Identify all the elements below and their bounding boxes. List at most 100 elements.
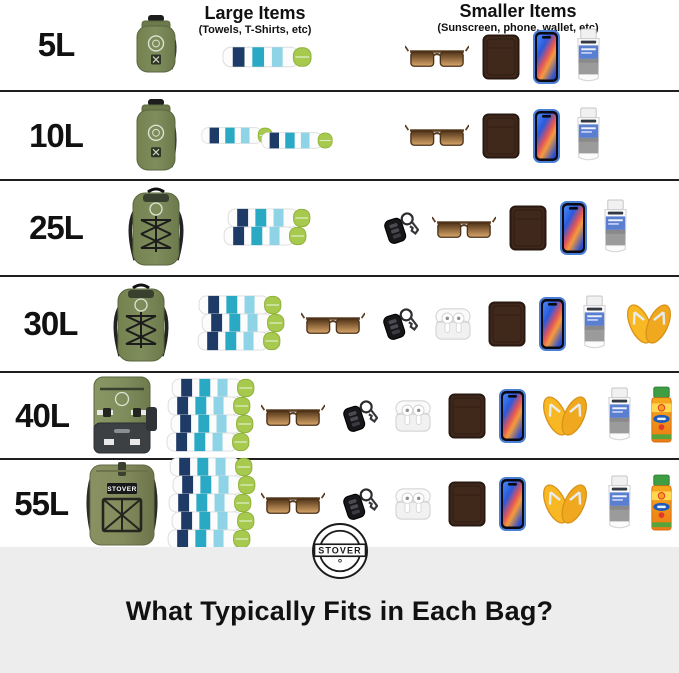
bag-size-label: 30L bbox=[23, 305, 79, 342]
phone-icon bbox=[499, 388, 526, 443]
bag-row-40l: 40L bbox=[0, 373, 679, 460]
sunglasses-icon bbox=[261, 402, 325, 430]
stover-badge-logo: STOVER bbox=[310, 521, 370, 586]
car-key-icon bbox=[378, 305, 419, 343]
towel-icon bbox=[197, 313, 289, 333]
phone-icon bbox=[539, 297, 567, 351]
small-items-cell bbox=[334, 28, 679, 86]
smaller-items-title: Smaller Items bbox=[459, 1, 577, 21]
wallet-icon bbox=[482, 34, 520, 80]
small-items-cell bbox=[334, 106, 679, 165]
car-key-icon bbox=[338, 485, 378, 523]
phone-icon bbox=[533, 30, 560, 84]
bag-row-10l: 10L bbox=[0, 92, 679, 181]
towel-icon bbox=[167, 510, 259, 531]
bag-size-label: 25L bbox=[29, 209, 84, 246]
rows: 5L bbox=[0, 0, 679, 549]
sunscreen-tube-icon bbox=[604, 386, 635, 445]
wallet-icon bbox=[488, 301, 526, 347]
large-items-cell bbox=[200, 208, 334, 246]
small-items-cell bbox=[261, 474, 679, 534]
bag-size-label: 55L bbox=[14, 484, 69, 522]
svg-text:STOVER: STOVER bbox=[318, 546, 362, 556]
bag-row-55l: 55L STOVER bbox=[0, 456, 679, 549]
sunglasses-icon bbox=[261, 490, 325, 518]
flip-flops-icon bbox=[539, 392, 591, 440]
small-items-cell bbox=[301, 295, 679, 353]
smaller-items-subtitle: (Sunscreen, phone, wallet, etc) bbox=[437, 21, 599, 34]
bag-row-5l: 5L bbox=[0, 0, 679, 92]
wallet-icon bbox=[448, 481, 486, 527]
page-title: What Typically Fits in Each Bag? bbox=[125, 596, 554, 626]
large-items-subtitle: (Towels, T-Shirts, etc) bbox=[198, 23, 312, 36]
bag-row-30l: 30L bbox=[0, 277, 679, 373]
towel-stack bbox=[219, 208, 315, 246]
towel-icon bbox=[194, 295, 286, 315]
sunscreen-tube-icon bbox=[600, 199, 631, 257]
sunscreen-spray-icon bbox=[648, 386, 675, 446]
sunglasses-icon bbox=[301, 310, 366, 338]
flip-flops-icon bbox=[539, 480, 591, 528]
airpods-icon bbox=[391, 398, 435, 434]
drybag-tall-icon bbox=[112, 97, 200, 175]
towel-stack bbox=[163, 456, 260, 549]
towel-icon bbox=[163, 395, 255, 416]
backpack-cooler-icon bbox=[84, 373, 160, 459]
large-items-cell bbox=[162, 456, 261, 549]
svg-text:STOVER: STOVER bbox=[108, 486, 138, 493]
bag-size-label: 10L bbox=[29, 116, 84, 154]
backpack-bungee-icon bbox=[112, 186, 200, 270]
phone-icon bbox=[533, 108, 560, 163]
sunscreen-spray-icon bbox=[648, 474, 675, 534]
large-items-header: Large Items (Towels, T-Shirts, etc) bbox=[163, 3, 347, 36]
sunscreen-tube-icon bbox=[573, 106, 604, 165]
towel-icon bbox=[193, 331, 285, 351]
sunscreen-tube-icon bbox=[579, 295, 610, 353]
wallet-icon bbox=[448, 393, 486, 439]
car-key-icon bbox=[379, 209, 419, 247]
towel-icon bbox=[223, 208, 315, 228]
towel-icon bbox=[219, 226, 311, 246]
bag-size-label: 40L bbox=[15, 396, 70, 434]
towel-icon bbox=[165, 456, 257, 477]
large-items-cell bbox=[200, 125, 334, 149]
drybag-small-icon bbox=[112, 13, 200, 77]
airpods-icon bbox=[431, 306, 475, 342]
towel-stack bbox=[162, 377, 259, 452]
backpack-bungee-icon bbox=[101, 282, 180, 366]
wallet-icon bbox=[509, 205, 547, 251]
sunglasses-icon bbox=[405, 122, 469, 150]
large-items-cell bbox=[180, 295, 301, 351]
airpods-icon bbox=[391, 486, 435, 522]
sunglasses-icon bbox=[405, 43, 469, 71]
towel-icon bbox=[168, 474, 260, 495]
large-items-cell bbox=[160, 377, 261, 452]
sunscreen-tube-icon bbox=[604, 474, 635, 533]
towel-pair bbox=[201, 125, 333, 149]
phone-icon bbox=[559, 201, 587, 255]
towel-icon bbox=[163, 528, 255, 549]
sunscreen-tube-icon bbox=[573, 28, 604, 86]
car-key-icon bbox=[338, 397, 378, 435]
small-items-cell bbox=[261, 386, 679, 446]
large-items-title: Large Items bbox=[204, 3, 306, 23]
bag-size-label: 5L bbox=[37, 26, 76, 63]
bag-row-25l: 25L bbox=[0, 181, 679, 277]
towel-icon bbox=[162, 431, 254, 452]
backpack-rolltop-icon: STOVER bbox=[82, 459, 162, 549]
footer: STOVER What Typically Fits in Each Bag? bbox=[0, 523, 679, 673]
phone-icon bbox=[499, 476, 526, 531]
towel-icon bbox=[167, 377, 259, 398]
flip-flops-icon bbox=[623, 300, 675, 348]
wallet-icon bbox=[482, 113, 520, 159]
smaller-items-header: Smaller Items (Sunscreen, phone, wallet,… bbox=[388, 1, 648, 34]
large-items-cell bbox=[200, 45, 334, 69]
towel-icon bbox=[166, 413, 258, 434]
towel-stack bbox=[193, 295, 289, 351]
sunglasses-icon bbox=[431, 214, 496, 242]
towel-icon bbox=[261, 130, 333, 151]
towel-icon bbox=[164, 492, 256, 513]
towel-icon bbox=[222, 45, 312, 69]
small-items-cell bbox=[334, 199, 679, 257]
